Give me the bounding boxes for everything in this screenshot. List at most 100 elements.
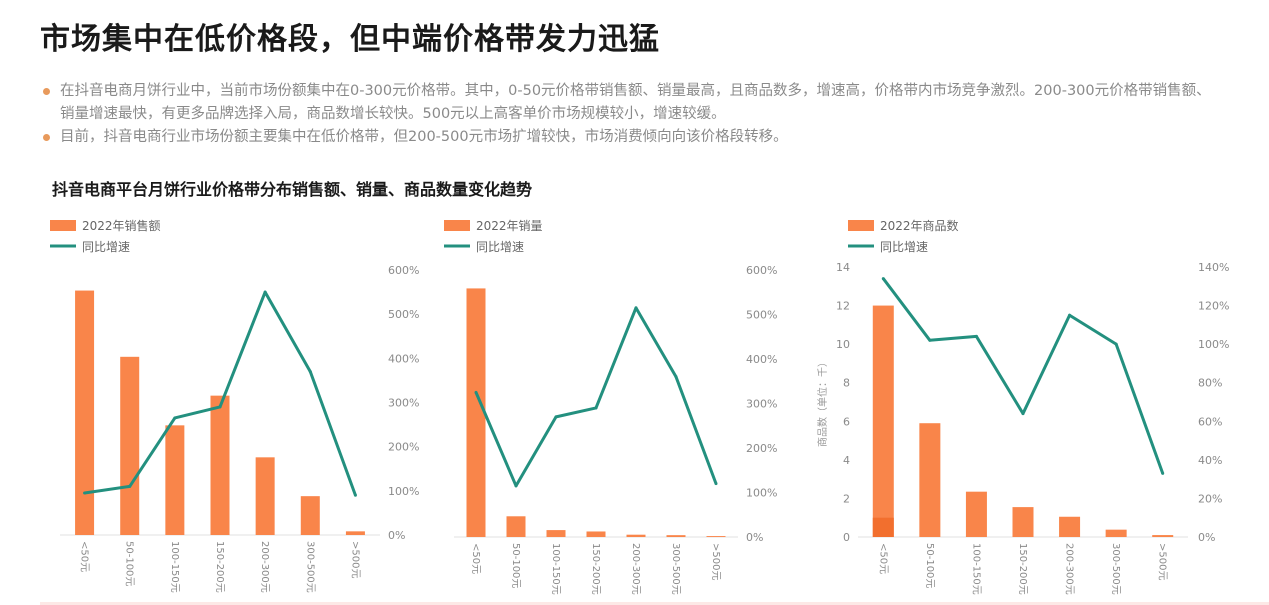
line-point: [674, 375, 678, 379]
bar: [210, 395, 230, 535]
line-point: [634, 306, 638, 310]
y2-tick-label: 500%: [746, 309, 777, 322]
x-tick-label: 50-100元: [124, 541, 135, 586]
bar: [1152, 535, 1174, 537]
line-point: [594, 406, 598, 410]
line-point: [514, 484, 518, 488]
y1-tick-label: 0: [843, 531, 850, 544]
line-point: [353, 493, 357, 497]
y1-tick-label: 12: [836, 300, 850, 313]
y2-tick-label: 100%: [388, 485, 419, 498]
bar: [75, 290, 95, 535]
x-tick-label: >500元: [1157, 543, 1168, 580]
bar: [626, 534, 646, 537]
legend-label: 同比增速: [82, 240, 130, 254]
legend-bar-swatch: [848, 220, 874, 231]
bar: [919, 423, 941, 537]
line-point: [263, 290, 267, 294]
bullet-dot-icon: [43, 134, 50, 141]
y2-tick-label: 60%: [1198, 415, 1222, 428]
legend-bar-swatch: [444, 220, 470, 231]
bar: [506, 516, 526, 537]
y2-tick-label: 200%: [746, 442, 777, 455]
y1-tick-label: 10: [836, 338, 850, 351]
section-title: 抖音电商平台月饼行业价格带分布销售额、销量、商品数量变化趋势: [52, 180, 533, 199]
y2-tick-label: 0%: [388, 529, 405, 542]
growth-line: [474, 306, 718, 488]
line-point: [928, 338, 932, 342]
bar: [165, 425, 185, 535]
x-tick-label: 300-500元: [304, 541, 315, 593]
line-point: [554, 415, 558, 419]
summary-bullets: 在抖音电商月饼行业中，当前市场份额集中在0-300元价格带。其中，0-50元价格…: [42, 80, 1222, 149]
y2-tick-label: 300%: [746, 398, 777, 411]
bullet-text: 在抖音电商月饼行业中，当前市场份额集中在0-300元价格带。其中，0-50元价格…: [60, 83, 1211, 122]
legend-label: 2022年商品数: [880, 218, 959, 233]
x-tick-label: 300-500元: [670, 543, 681, 595]
x-tick-label: 150-200元: [590, 543, 601, 595]
bar-inner: [872, 517, 894, 537]
bar: [1012, 507, 1034, 537]
x-tick-label: 50-100元: [924, 543, 935, 588]
y2-tick-label: 400%: [746, 353, 777, 366]
line-point: [474, 390, 478, 394]
y2-tick-label: 140%: [1198, 261, 1229, 274]
y-axis-label: 商品数（单位：千）: [816, 357, 829, 447]
line-point: [128, 484, 132, 488]
bullet-dot-icon: [43, 88, 50, 95]
bullet-text: 目前，抖音电商行业市场份额主要集中在低价格带，但200-500元市场扩增较快，市…: [60, 129, 788, 145]
y1-tick-label: 2: [843, 492, 850, 505]
bar: [546, 530, 566, 537]
y2-tick-label: 100%: [1198, 338, 1229, 351]
bar: [300, 496, 320, 535]
y1-tick-label: 4: [843, 454, 850, 467]
y2-tick-label: 20%: [1198, 492, 1222, 505]
bar: [965, 491, 987, 537]
bar: [1059, 516, 1081, 537]
bullet-item: 目前，抖音电商行业市场份额主要集中在低价格带，但200-500元市场扩增较快，市…: [42, 126, 1222, 149]
x-tick-label: >500元: [349, 541, 360, 578]
line-point: [218, 405, 222, 409]
bottom-divider: [40, 602, 1269, 605]
line-point: [1068, 313, 1072, 317]
page-title: 市场集中在低价格段，但中端价格带发力迅猛: [40, 22, 660, 57]
y1-tick-label: 6: [843, 415, 850, 428]
legend-label: 2022年销量: [476, 219, 543, 233]
bar: [255, 457, 275, 535]
line-point: [308, 370, 312, 374]
bar: [706, 536, 726, 537]
bullet-item: 在抖音电商月饼行业中，当前市场份额集中在0-300元价格带。其中，0-50元价格…: [42, 80, 1222, 126]
bar: [466, 288, 486, 537]
legend-label: 2022年销售额: [82, 218, 161, 233]
x-tick-label: >500元: [710, 543, 721, 580]
bar: [872, 305, 894, 537]
y2-tick-label: 0%: [746, 531, 763, 544]
x-tick-label: 200-300元: [1064, 543, 1075, 595]
y2-tick-label: 80%: [1198, 377, 1222, 390]
y1-tick-label: 8: [843, 377, 850, 390]
x-tick-label: 100-150元: [169, 541, 180, 593]
y2-tick-label: 0%: [1198, 531, 1215, 544]
line-point: [1114, 342, 1118, 346]
y2-tick-label: 500%: [388, 308, 419, 321]
y2-tick-label: 100%: [746, 487, 777, 500]
x-tick-label: 100-150元: [550, 543, 561, 595]
y2-tick-label: 600%: [746, 264, 777, 277]
bar: [1105, 529, 1127, 537]
bar: [586, 531, 606, 537]
x-tick-label: 50-100元: [510, 543, 521, 588]
bar: [120, 356, 140, 535]
line-point: [974, 334, 978, 338]
bar: [666, 535, 686, 537]
x-tick-label: 300-500元: [1110, 543, 1121, 595]
x-tick-label: 150-200元: [214, 541, 225, 593]
y2-tick-label: 120%: [1198, 300, 1229, 313]
line-point: [1161, 471, 1165, 475]
line-point: [1021, 412, 1025, 416]
y1-tick-label: 14: [836, 261, 850, 274]
x-tick-label: 200-300元: [259, 541, 270, 593]
legend-label: 同比增速: [476, 240, 524, 254]
x-tick-label: 200-300元: [630, 543, 641, 595]
x-tick-label: <50元: [79, 541, 90, 572]
